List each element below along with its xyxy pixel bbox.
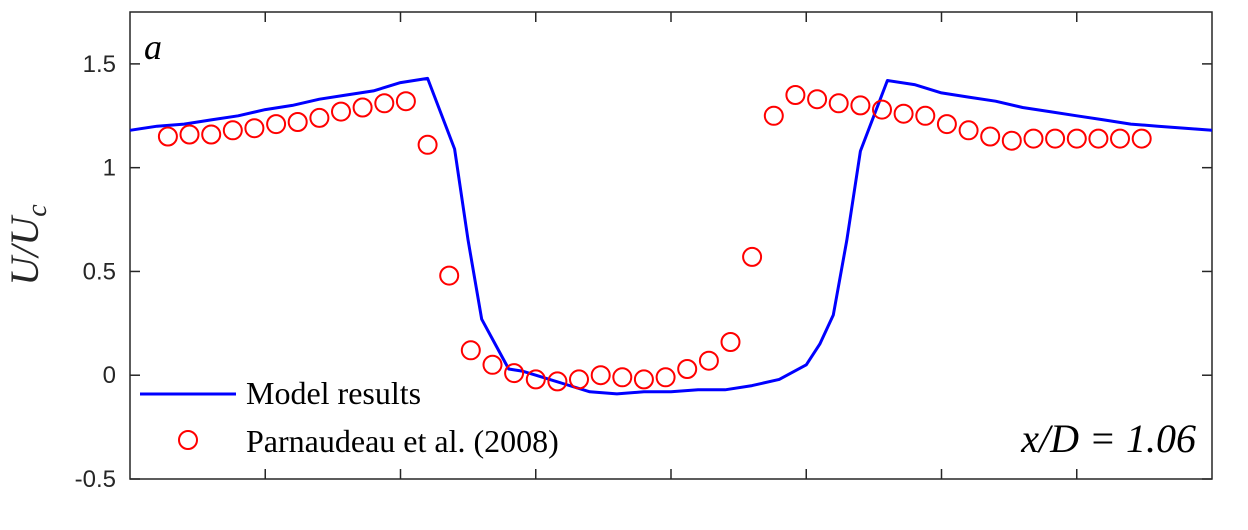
data-point-parnaudeau-45 xyxy=(1131,128,1152,149)
legend: Model results Parnaudeau et al. (2008) xyxy=(140,375,559,459)
data-point-parnaudeau-30 xyxy=(807,89,828,110)
data-point-parnaudeau-12 xyxy=(417,134,438,155)
y-ticks: -0.5 0 0.5 1 1.5 xyxy=(75,51,1212,493)
data-point-parnaudeau-33 xyxy=(872,99,892,120)
x-ticks xyxy=(264,12,1078,479)
data-point-parnaudeau-16 xyxy=(504,363,525,384)
data-point-parnaudeau-10 xyxy=(374,93,395,114)
data-point-parnaudeau-41 xyxy=(1045,128,1066,149)
data-point-parnaudeau-21 xyxy=(612,367,633,388)
data-point-parnaudeau-19 xyxy=(569,369,589,390)
data-point-parnaudeau-39 xyxy=(1001,130,1022,151)
data-point-parnaudeau-24 xyxy=(677,359,698,379)
y-tick-label-3: 1 xyxy=(103,155,116,182)
data-point-parnaudeau-37 xyxy=(958,120,979,141)
legend-label-model-results: Model results xyxy=(246,375,421,411)
data-point-parnaudeau-35 xyxy=(915,105,936,126)
data-point-parnaudeau-36 xyxy=(936,114,957,135)
annotation-x-over-d: x/D = 1.06 xyxy=(1020,416,1196,461)
data-point-parnaudeau-25 xyxy=(698,350,719,371)
data-point-parnaudeau-31 xyxy=(828,93,849,114)
data-point-parnaudeau-0 xyxy=(157,126,178,147)
data-point-parnaudeau-23 xyxy=(655,367,676,388)
data-point-parnaudeau-34 xyxy=(893,103,914,124)
data-point-parnaudeau-4 xyxy=(244,118,265,139)
panel-label: a xyxy=(144,27,162,67)
y-axis-label: U/Uc xyxy=(2,204,53,286)
y-tick-label-1: 0 xyxy=(103,362,116,389)
data-point-parnaudeau-5 xyxy=(266,114,287,135)
data-point-parnaudeau-1 xyxy=(179,124,200,145)
data-point-parnaudeau-9 xyxy=(352,97,373,118)
data-point-parnaudeau-17 xyxy=(525,369,546,390)
data-point-parnaudeau-43 xyxy=(1088,128,1109,149)
data-point-parnaudeau-6 xyxy=(287,112,308,132)
data-point-parnaudeau-15 xyxy=(482,354,503,375)
y-tick-label-0: -0.5 xyxy=(75,466,116,493)
data-point-parnaudeau-14 xyxy=(460,340,481,361)
data-point-parnaudeau-13 xyxy=(439,265,460,286)
data-point-parnaudeau-42 xyxy=(1066,128,1087,149)
legend-swatch-parnaudeau xyxy=(178,430,198,450)
data-point-parnaudeau-20 xyxy=(590,365,611,386)
data-point-parnaudeau-44 xyxy=(1110,128,1130,149)
data-point-parnaudeau-2 xyxy=(201,124,222,145)
y-tick-label-2: 0.5 xyxy=(83,258,116,285)
data-point-parnaudeau-29 xyxy=(785,85,806,105)
data-point-parnaudeau-22 xyxy=(633,369,654,390)
data-point-parnaudeau-40 xyxy=(1023,128,1044,149)
y-tick-label-4: 1.5 xyxy=(83,51,116,78)
data-point-parnaudeau-38 xyxy=(980,126,1001,147)
data-point-parnaudeau-32 xyxy=(850,95,871,116)
data-point-parnaudeau-11 xyxy=(395,91,416,112)
data-point-parnaudeau-18 xyxy=(547,371,568,392)
legend-label-parnaudeau: Parnaudeau et al. (2008) xyxy=(246,423,559,459)
plot-frame xyxy=(129,11,1213,480)
series-line-model-results xyxy=(129,76,1213,396)
data-point-parnaudeau-26 xyxy=(720,332,741,352)
data-point-parnaudeau-28 xyxy=(763,105,784,126)
data-point-parnaudeau-8 xyxy=(331,101,351,122)
data-point-parnaudeau-3 xyxy=(222,120,243,141)
series-layer xyxy=(129,76,1213,396)
data-point-parnaudeau-27 xyxy=(742,246,763,267)
data-point-parnaudeau-7 xyxy=(309,107,330,128)
